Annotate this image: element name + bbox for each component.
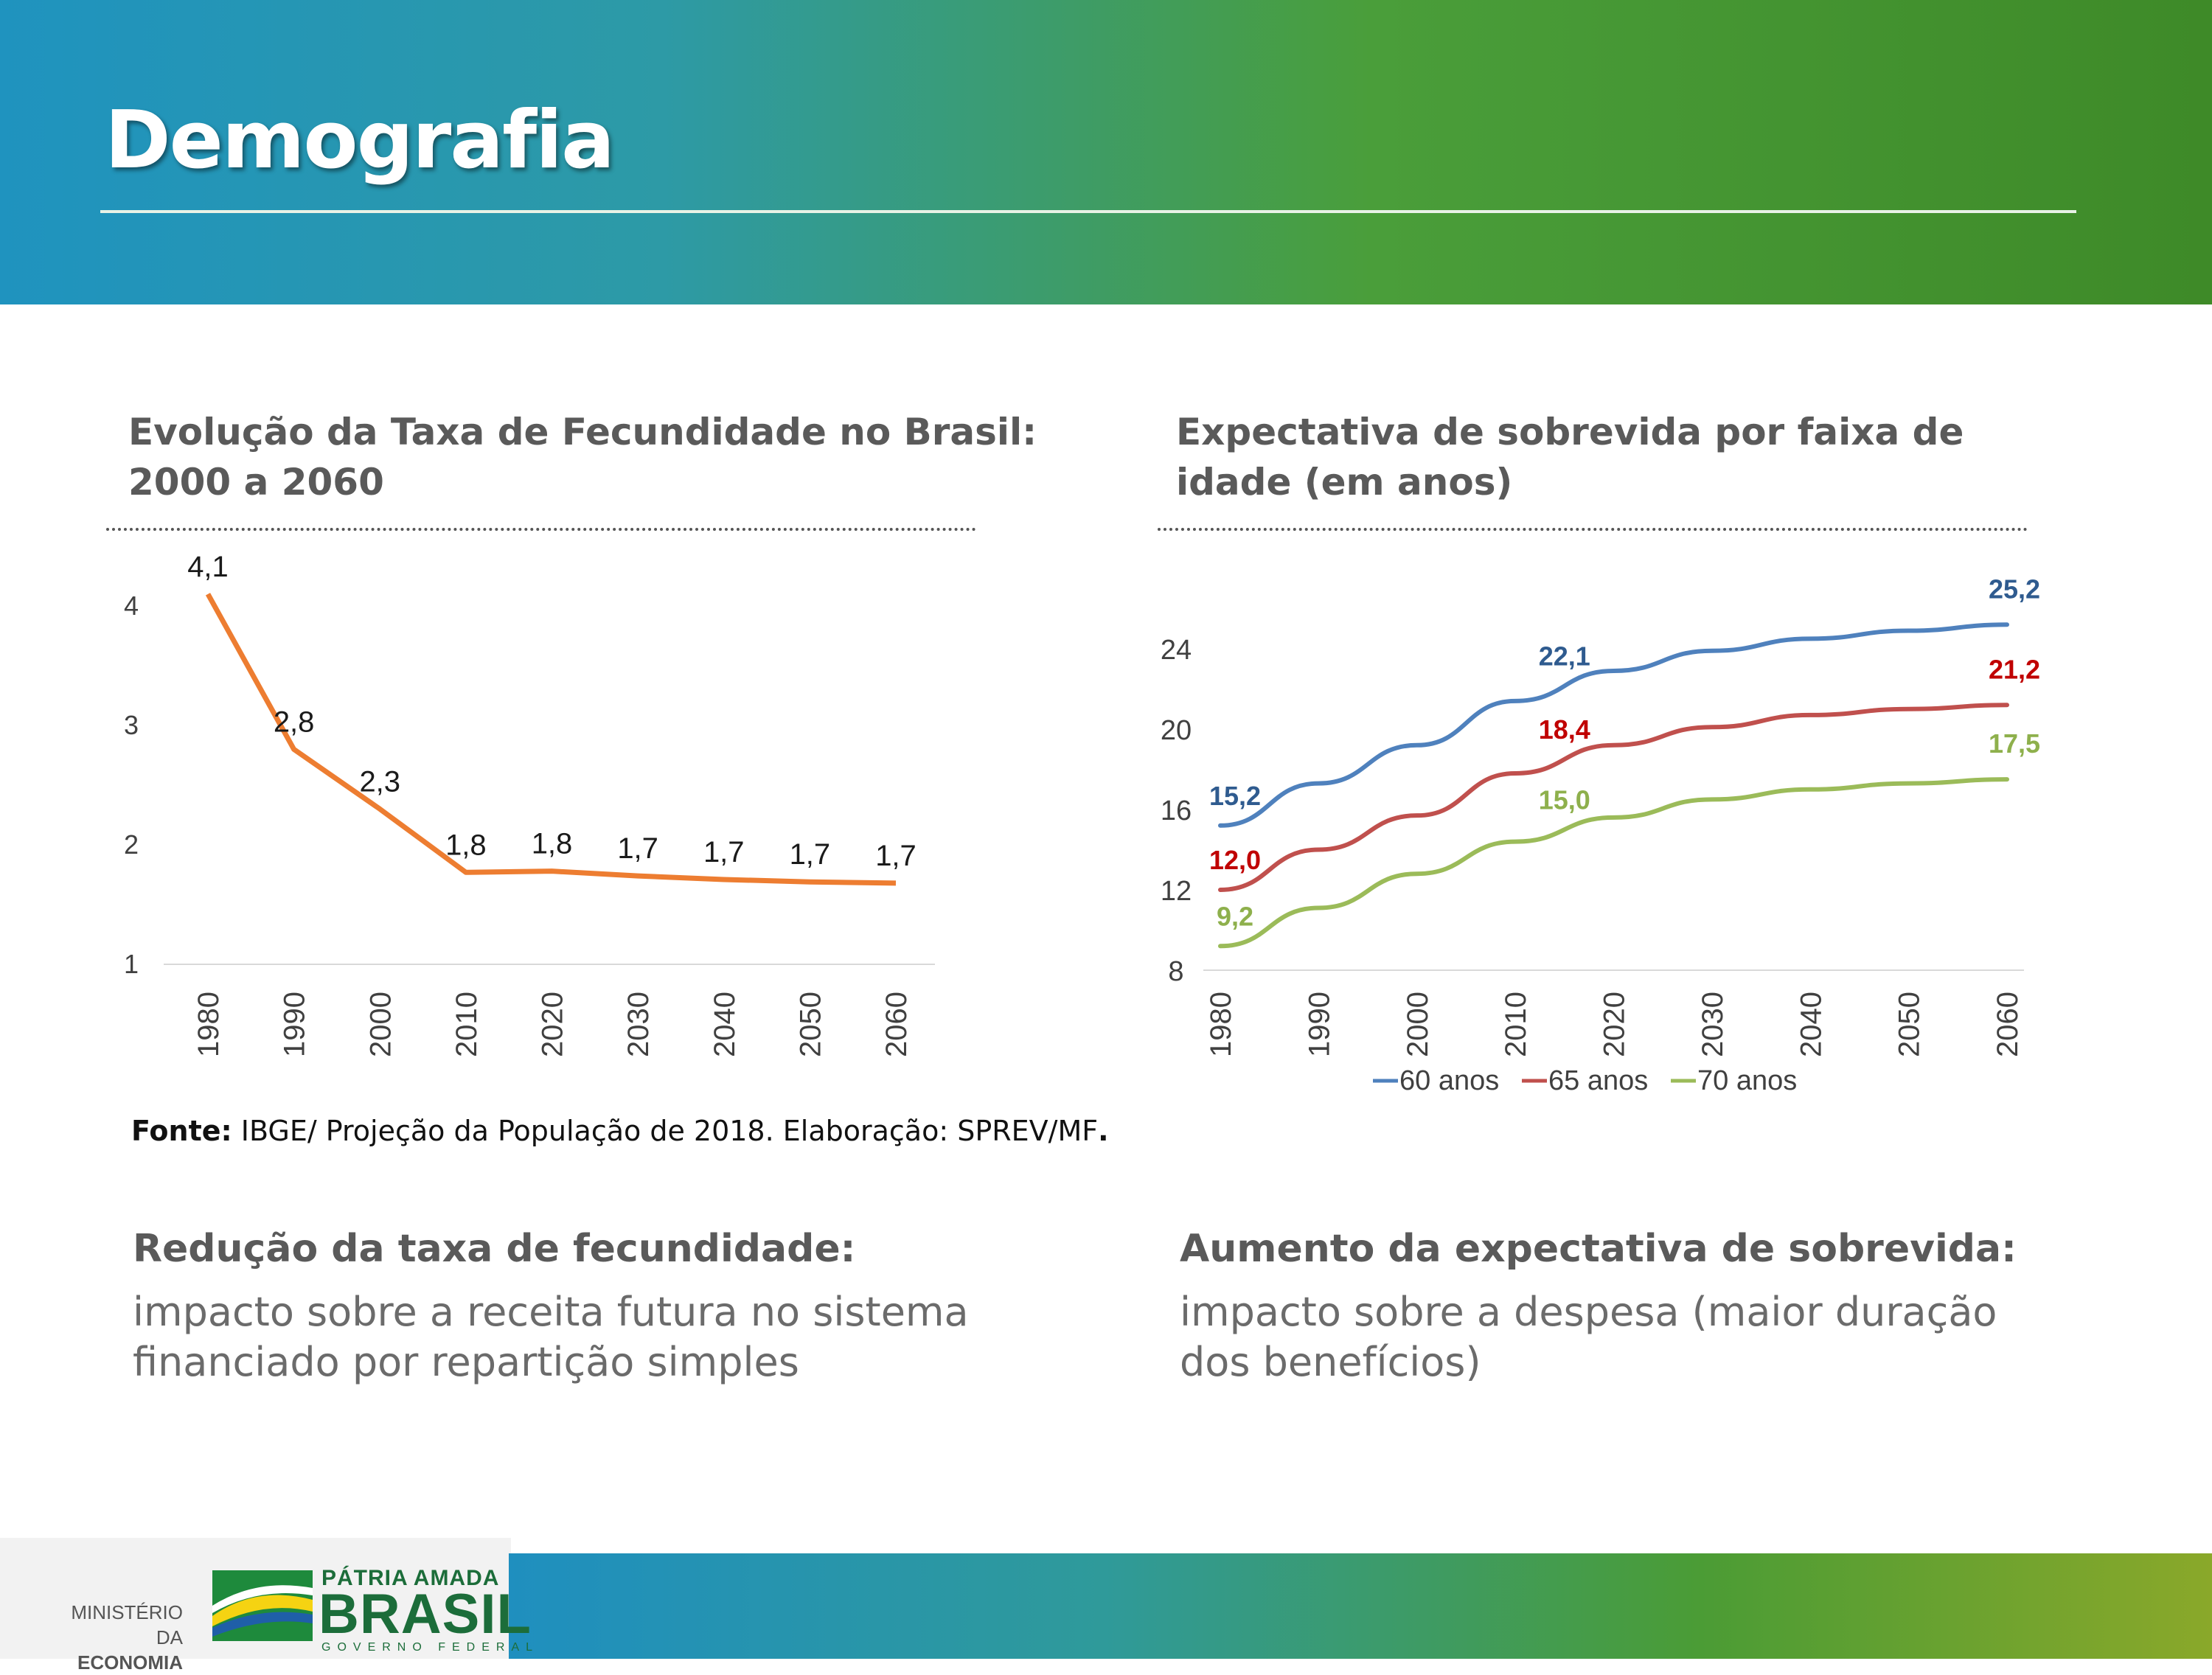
data-label: 2,3 xyxy=(359,765,400,798)
y-tick-label: 24 xyxy=(1161,635,1192,666)
survival-title-line2: idade (em anos) xyxy=(1176,457,1964,507)
data-label: 9,2 xyxy=(1217,901,1253,931)
data-label: 12,0 xyxy=(1209,845,1261,875)
x-tick-label: 2040 xyxy=(1795,992,1827,1057)
data-label: 1,7 xyxy=(875,840,917,872)
footer-band xyxy=(509,1553,2212,1659)
summary-right-line1: impacto sobre a despesa (maior duração xyxy=(1180,1287,2101,1337)
x-tick-label: 2010 xyxy=(1500,992,1532,1057)
logo-brasil: BRASIL xyxy=(319,1585,532,1644)
summary-left-line2: financiado por repartição simples xyxy=(133,1337,1054,1387)
data-label: 15,0 xyxy=(1539,784,1590,815)
source-note: Fonte: IBGE/ Projeção da População de 20… xyxy=(131,1115,1109,1147)
survival-title-line1: Expectativa de sobrevida por faixa de xyxy=(1176,407,1964,457)
x-tick-label: 1990 xyxy=(279,992,311,1057)
ministry-logo-text: MINISTÉRIO DA ECONOMIA xyxy=(59,1600,183,1675)
x-tick-label: 2060 xyxy=(1992,992,2024,1057)
summary-right-text: impacto sobre a despesa (maior duração d… xyxy=(1180,1287,2101,1387)
fertility-chart-title: Evolução da Taxa de Fecundidade no Brasi… xyxy=(128,407,1037,507)
data-label: 4,1 xyxy=(187,551,229,583)
fertility-title-line2: 2000 a 2060 xyxy=(128,457,1037,507)
data-label: 17,5 xyxy=(1989,728,2040,759)
x-tick-label: 2020 xyxy=(1599,992,1631,1057)
legend-label: 65 anos xyxy=(1548,1065,1648,1096)
x-tick-label: 1980 xyxy=(192,992,225,1057)
source-end: . xyxy=(1098,1115,1108,1147)
data-label: 2,8 xyxy=(274,706,315,738)
fertility-title-line1: Evolução da Taxa de Fecundidade no Brasi… xyxy=(128,407,1037,457)
x-tick-label: 2030 xyxy=(622,992,655,1057)
x-tick-label: 1990 xyxy=(1303,992,1335,1057)
source-label: Fonte: xyxy=(131,1115,232,1147)
data-label: 25,2 xyxy=(1989,575,2040,604)
fertility-title-divider xyxy=(106,528,976,531)
brasil-flag-logo-icon xyxy=(212,1570,313,1641)
summary-right-title: Aumento da expectativa de sobrevida: xyxy=(1180,1227,2017,1271)
summary-left-line1: impacto sobre a receita futura no sistem… xyxy=(133,1287,1054,1337)
page-title: Demografia xyxy=(105,94,613,187)
survival-chart-title: Expectativa de sobrevida por faixa de id… xyxy=(1176,407,1964,507)
header-divider xyxy=(100,210,2076,213)
data-label: 15,2 xyxy=(1209,781,1261,811)
survival-line-chart: 8 12 16 20 24 1980 1990 2000 2010 2020 2030 2040 205… xyxy=(1150,575,2057,1121)
y-tick-label: 3 xyxy=(124,710,139,740)
y-tick-label: 12 xyxy=(1161,876,1192,907)
logo-governo: GOVERNO FEDERAL xyxy=(321,1641,539,1654)
data-label: 1,7 xyxy=(617,832,658,865)
summary-left-text: impacto sobre a receita futura no sistem… xyxy=(133,1287,1054,1387)
legend-label: 70 anos xyxy=(1697,1065,1797,1096)
series-line-70-anos xyxy=(1220,779,2007,946)
source-text: IBGE/ Projeção da População de 2018. Ela… xyxy=(232,1115,1098,1147)
x-tick-label: 2000 xyxy=(1402,992,1434,1057)
summary-left-title: Redução da taxa de fecundidade: xyxy=(133,1227,855,1271)
data-label: 1,8 xyxy=(532,828,573,860)
x-tick-label: 2060 xyxy=(880,992,913,1057)
x-tick-label: 2000 xyxy=(364,992,397,1057)
data-label: 18,4 xyxy=(1539,714,1590,745)
x-tick-label: 2040 xyxy=(709,992,741,1057)
data-label: 1,7 xyxy=(790,838,831,871)
x-tick-label: 2010 xyxy=(451,992,483,1057)
y-tick-label: 20 xyxy=(1161,715,1192,746)
data-label: 21,2 xyxy=(1989,654,2040,684)
series-line-60-anos xyxy=(1220,624,2007,826)
summary-right-line2: dos benefícios) xyxy=(1180,1337,2101,1387)
x-tick-label: 2030 xyxy=(1697,992,1729,1057)
ministry-line1: MINISTÉRIO DA xyxy=(59,1600,183,1650)
y-tick-label: 8 xyxy=(1168,956,1183,987)
legend-label: 60 anos xyxy=(1399,1065,1499,1096)
y-tick-label: 4 xyxy=(124,591,139,621)
x-tick-label: 2050 xyxy=(794,992,827,1057)
fertility-line-chart: 1 2 3 4 1980 1990 2000 2010 2020 2030 2040 2050 2060… xyxy=(111,546,959,1062)
y-tick-label: 16 xyxy=(1161,795,1192,826)
y-tick-label: 2 xyxy=(124,829,139,860)
ministry-line2: ECONOMIA xyxy=(59,1650,183,1675)
data-label: 1,7 xyxy=(703,836,745,868)
y-tick-label: 1 xyxy=(124,949,139,979)
series-line-65-anos xyxy=(1220,705,2007,890)
x-tick-label: 2020 xyxy=(537,992,569,1057)
data-label: 22,1 xyxy=(1539,641,1590,671)
data-label: 1,8 xyxy=(445,829,487,861)
survival-title-divider xyxy=(1158,528,2028,531)
x-tick-label: 1980 xyxy=(1205,992,1237,1057)
header-banner: Demografia xyxy=(0,0,2212,304)
x-tick-label: 2050 xyxy=(1893,992,1926,1057)
